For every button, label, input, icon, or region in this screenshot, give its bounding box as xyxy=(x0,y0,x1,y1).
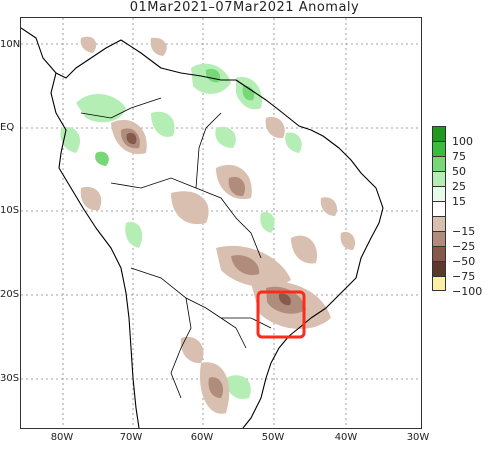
legend-swatch xyxy=(432,126,446,141)
y-tick-label: 30S xyxy=(0,373,20,384)
x-tick-label: 70W xyxy=(119,432,143,443)
highlight-box xyxy=(256,290,306,339)
x-tick-label: 60W xyxy=(190,432,214,443)
legend-swatch xyxy=(432,246,446,261)
legend-swatch xyxy=(432,201,446,216)
y-tick-label: 20S xyxy=(0,289,20,300)
legend-label: 25 xyxy=(452,180,466,193)
map-title: 01Mar2021–07Mar2021 Anomaly xyxy=(129,0,360,15)
anomaly-map xyxy=(21,18,421,428)
legend-swatch xyxy=(432,231,446,246)
x-tick-label: 80W xyxy=(50,432,74,443)
legend-label: 100 xyxy=(452,135,473,148)
legend-label: 50 xyxy=(452,165,466,178)
legend-label: −50 xyxy=(452,255,476,268)
x-tick-label: 50W xyxy=(261,432,285,443)
y-tick-label: 10S xyxy=(0,205,20,216)
legend-label: 15 xyxy=(452,195,466,208)
dry-anomaly-areas xyxy=(80,36,356,414)
x-tick-label: 30W xyxy=(406,432,430,443)
coastline xyxy=(21,27,384,428)
dry-anomaly-peaks xyxy=(126,132,291,306)
legend-swatch xyxy=(432,261,446,276)
map-panel xyxy=(20,17,422,429)
legend-swatch xyxy=(432,156,446,171)
legend-label: −25 xyxy=(452,240,476,253)
country-borders xyxy=(80,97,272,399)
x-tick-label: 40W xyxy=(334,432,358,443)
legend-swatch xyxy=(432,171,446,186)
legend-swatch xyxy=(432,216,446,231)
legend-swatch xyxy=(432,141,446,156)
legend-swatch xyxy=(432,186,446,201)
legend-label: 75 xyxy=(452,150,466,163)
legend-label: −75 xyxy=(452,270,476,283)
legend-swatch xyxy=(432,276,446,291)
legend-label: −15 xyxy=(452,225,476,238)
legend-label: −100 xyxy=(452,285,483,298)
legend-colorbar: 100 75 50 25 15 −15 −25 −50 −75 −100 xyxy=(432,126,482,298)
y-tick-label: 10N xyxy=(0,39,21,50)
y-tick-label: EQ xyxy=(0,122,15,133)
